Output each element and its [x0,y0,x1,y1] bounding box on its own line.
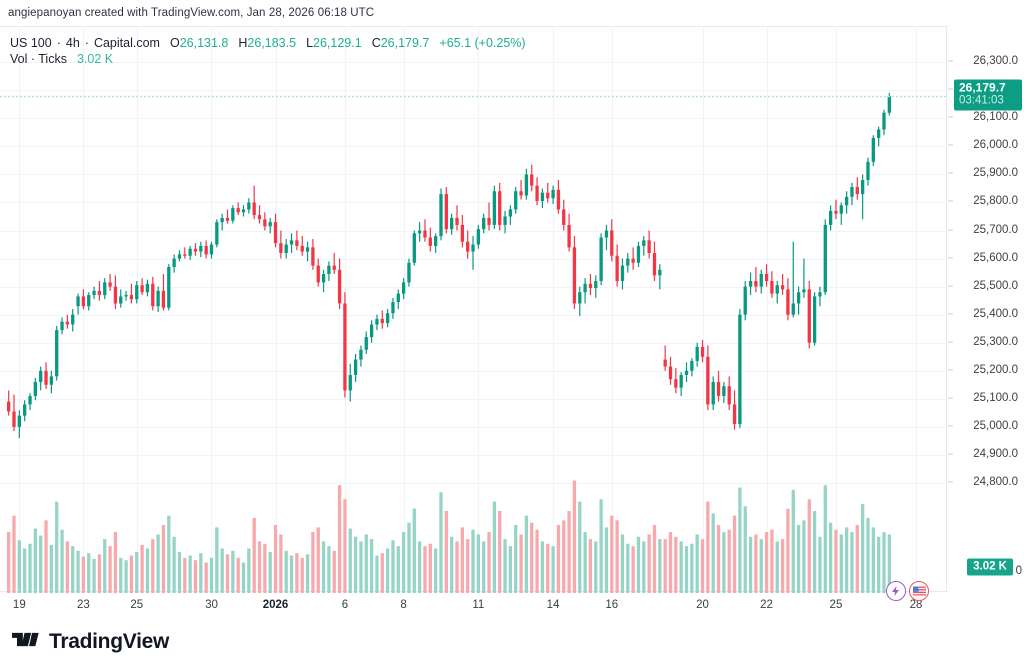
chart-plot-area[interactable] [0,27,947,593]
tradingview-logo-mark [12,631,42,653]
price-axis-label: 26,300.0 [973,55,1018,68]
volume-bars [7,480,891,593]
time-axis-label: 30 [205,599,218,611]
time-axis[interactable]: 19 23 25 30 2026 6 8 11 14 16 20 22 25 28 [0,592,1024,622]
price-tick-dash [948,60,953,62]
price-tick-dash [948,313,953,315]
price-axis-label: 25,600.0 [973,251,1018,264]
time-axis-label: 11 [472,599,485,611]
candlestick-series [7,93,891,439]
price-axis-label: 26,100.0 [973,111,1018,124]
footer-branding: TradingView [12,622,169,661]
price-tick-dash [948,425,953,427]
price-tick-dash [948,172,953,174]
price-tick-dash [948,341,953,343]
price-tick-dash [948,285,953,287]
price-axis-label: 26,000.0 [973,139,1018,152]
chart-frame: US 100 · 4h · Capital.com O26,131.8 H26,183.5 L… [0,26,1024,601]
time-axis-label: 2026 [262,599,289,611]
current-price-line [0,95,946,98]
price-tick-dash [948,200,953,202]
price-axis-label: 25,300.0 [973,335,1018,348]
current-price-badge[interactable]: 26,179.7 03:41:03 [954,79,1022,111]
time-axis-label: 6 [341,599,349,611]
price-axis-label: 25,000.0 [973,419,1018,432]
time-axis-label: 25 [130,599,144,611]
chart-gridlines [0,27,946,593]
price-tick-dash [948,453,953,455]
us-flag-icon[interactable] [909,581,929,601]
bar-countdown: 03:41:03 [959,94,1004,107]
chart-corner-badges [886,581,929,601]
time-axis-label: 14 [546,599,560,611]
volume-value-badge[interactable]: 3.02 K [967,558,1013,576]
price-tick-dash [948,397,953,399]
time-axis-label: 8 [400,599,407,611]
time-axis-label: 22 [760,599,773,611]
time-axis-label: 25 [829,599,843,611]
attribution-text: angiepanoyan created with TradingView.co… [8,7,375,19]
tradingview-logo-text: TradingView [49,629,170,653]
price-axis-label: 25,700.0 [973,223,1018,236]
price-axis-label: 24,800.0 [973,475,1018,488]
price-tick-dash [948,369,953,371]
price-tick-dash [948,144,953,146]
price-axis-label: 25,800.0 [973,195,1018,208]
time-axis-label: 23 [76,599,90,611]
current-price-value: 26,179.7 [959,80,1006,95]
price-tick-dash [948,229,953,231]
price-axis-label: 25,100.0 [973,391,1018,404]
price-axis-label: 25,900.0 [973,167,1018,180]
time-axis-label: 20 [696,599,709,611]
time-axis-label: 16 [605,599,619,611]
price-tick-dash [948,481,953,483]
price-axis-label: 25,200.0 [973,363,1018,376]
price-axis-label: 24,900.0 [973,447,1018,460]
price-tick-dash [948,88,953,90]
price-tick-dash [948,116,953,118]
lightning-icon[interactable] [886,581,906,601]
time-axis-label: 28 [909,599,923,611]
price-axis[interactable]: 26,300.026,200.026,100.026,000.025,900.0… [948,26,1024,592]
price-axis-label: 25,400.0 [973,307,1018,320]
price-tick-dash [948,257,953,259]
price-axis-label: 25,500.0 [973,279,1018,292]
time-axis-label: 19 [12,599,26,611]
volume-zero-label: 0 [1015,565,1022,577]
